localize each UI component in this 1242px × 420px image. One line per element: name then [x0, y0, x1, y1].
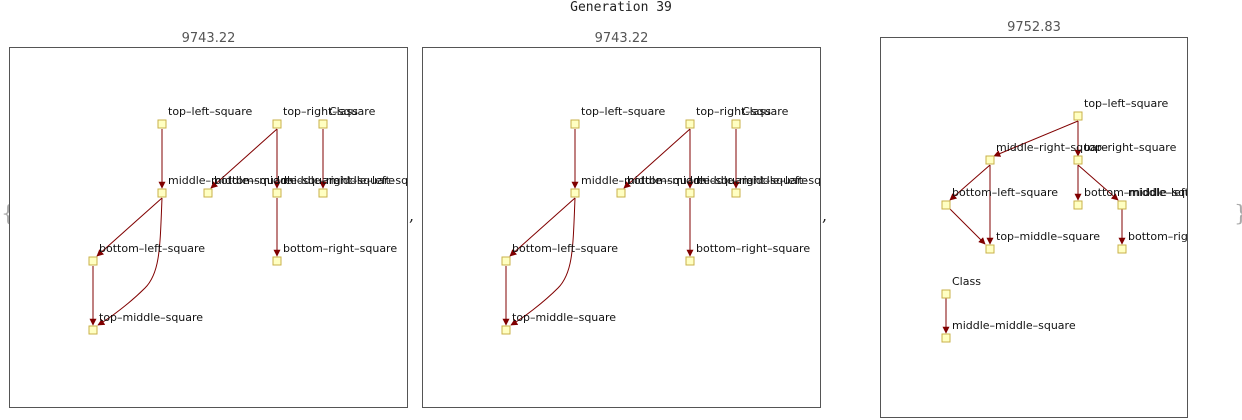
panel-1-node-middle-left-square: [318, 188, 328, 198]
panel-2-label-middle-right-square: middle–right–square: [696, 174, 808, 187]
separator-2: ,: [822, 206, 828, 225]
panel-2-score: 9743.22: [594, 31, 649, 46]
panel-3-label-top-middle-square: top–middle–square: [996, 230, 1100, 243]
panel-3-edges: [942, 120, 1126, 334]
panel-2-edge: [510, 197, 576, 326]
panel-1-label-top-right-square: top–right–square: [283, 105, 376, 118]
panel-1-label-bottom-left-square: bottom–left–square: [99, 242, 205, 255]
panel-1-nodes: top–left–square top–right–square Class m…: [88, 105, 408, 335]
panel-1-node-middle-right-square: [272, 188, 282, 198]
panel-3-node-middle-right-square: [985, 155, 995, 165]
panel-1-score: 9743.22: [181, 31, 236, 46]
panel-3-graph: top–left–square middle–right–square top–…: [941, 97, 1188, 343]
panel-3-node-class: [941, 289, 951, 299]
panel-2-label-class: Class: [742, 105, 771, 118]
panel-1-edge: [96, 197, 163, 257]
panel-3-label-middle-middle-square: middle–middle–square: [952, 319, 1076, 332]
panel-2-label-middle-middle-square: middle–middle–square: [581, 174, 705, 187]
panel-2-label-top-right-square: top–right–square: [696, 105, 789, 118]
panel-1: top–left–square top–right–square Class m…: [9, 47, 408, 408]
panel-3-label-top-left-square: top–left–square: [1084, 97, 1169, 110]
panel-2-label-middle-left-square: middle–left–square: [742, 174, 821, 187]
panel-3-edge: [949, 208, 986, 245]
panel-2-node-bottom-middle-square: [616, 188, 626, 198]
panel-2-label-bottom-middle-square: bottom–middle–square: [627, 174, 753, 187]
panel-2-nodes: top–left–square top–right–square Class m…: [501, 105, 821, 335]
panel-3-score: 9752.83: [1007, 20, 1061, 35]
panel-3: top–left–square middle–right–square top–…: [880, 37, 1188, 418]
panel-1-label-top-left-square: top–left–square: [168, 105, 253, 118]
panel-2-edge: [509, 197, 576, 257]
panel-3-node-top-middle-square: [985, 244, 995, 254]
panel-1-edge: [210, 128, 278, 189]
panel-3-node-middle-left-square: [1117, 200, 1127, 210]
panel-2-node-middle-middle-square: [570, 188, 580, 198]
panel-3-edge: [993, 120, 1079, 157]
panel-3-label-bottom-right-square: bottom–right–square: [1128, 230, 1188, 243]
panel-2-node-top-right-square: [685, 119, 695, 129]
panel-3-edge: [949, 164, 991, 201]
panel-1-label-bottom-middle-square: bottom–middle–square: [214, 174, 340, 187]
panel-1-label-middle-right-square: middle–right–square: [283, 174, 395, 187]
panel-1-node-middle-middle-square: [157, 188, 167, 198]
panel-3-label-middle-right-square: middle–right–square: [996, 141, 1108, 154]
panel-2-node-top-left-square: [570, 119, 580, 129]
panel-3-label-bottom-middle-square: bottom–middle–square: [1084, 186, 1188, 199]
panel-1-label-middle-middle-square: middle–middle–square: [168, 174, 292, 187]
panel-1-label-middle-left-square: middle–left–square: [329, 174, 408, 187]
panel-2: top–left–square top–right–square Class m…: [422, 47, 821, 408]
panel-1-node-bottom-middle-square: [203, 188, 213, 198]
panel-2-node-top-middle-square: [501, 325, 511, 335]
panel-3-node-bottom-middle-square: [1073, 200, 1083, 210]
panel-1-node-class: [318, 119, 328, 129]
separator-1: ,: [409, 206, 415, 225]
panel-1-node-top-left-square: [157, 119, 167, 129]
panel-2-label-top-middle-square: top–middle–square: [512, 311, 616, 324]
generation-title: Generation 39: [570, 0, 672, 15]
close-brace: }: [1234, 203, 1242, 227]
panel-1-node-bottom-right-square: [272, 256, 282, 266]
panel-3-label-middle-left-square: middle–left–square: [1128, 186, 1188, 199]
panel-2-edges: [502, 128, 740, 326]
panel-2-edge: [623, 128, 691, 189]
panel-2-node-bottom-left-square: [501, 256, 511, 266]
panel-2-node-bottom-right-square: [685, 256, 695, 266]
panel-3-label-bottom-left-square: bottom–left–square: [952, 186, 1058, 199]
panel-3-label-top-right-square: top–right–square: [1084, 141, 1177, 154]
panel-1-label-top-middle-square: top–middle–square: [99, 311, 203, 324]
panel-2-node-middle-left-square: [731, 188, 741, 198]
panel-2-label-bottom-right-square: bottom–right–square: [696, 242, 810, 255]
panel-3-node-middle-middle-square: [941, 333, 951, 343]
panel-1-graph: top–left–square top–right–square Class m…: [88, 105, 408, 335]
panel-3-nodes: top–left–square middle–right–square top–…: [941, 97, 1188, 343]
panel-1-node-bottom-left-square: [88, 256, 98, 266]
panel-3-node-top-right-square: [1073, 155, 1083, 165]
panel-1-node-top-middle-square: [88, 325, 98, 335]
panel-1-node-top-right-square: [272, 119, 282, 129]
panel-3-node-bottom-right-square: [1117, 244, 1127, 254]
panel-3-node-bottom-left-square: [941, 200, 951, 210]
panel-1-label-class: Class: [329, 105, 358, 118]
panel-1-edges: [89, 128, 327, 326]
panel-2-node-class: [731, 119, 741, 129]
panel-3-label-class: Class: [952, 275, 981, 288]
panel-2-node-middle-right-square: [685, 188, 695, 198]
panel-2-graph: top–left–square top–right–square Class m…: [501, 105, 821, 335]
panel-3-edge: [1077, 164, 1119, 201]
panel-2-label-top-left-square: top–left–square: [581, 105, 666, 118]
panel-2-label-bottom-left-square: bottom–left–square: [512, 242, 618, 255]
panel-3-node-top-left-square: [1073, 111, 1083, 121]
panel-1-label-bottom-right-square: bottom–right–square: [283, 242, 397, 255]
panel-1-edge: [97, 197, 163, 326]
